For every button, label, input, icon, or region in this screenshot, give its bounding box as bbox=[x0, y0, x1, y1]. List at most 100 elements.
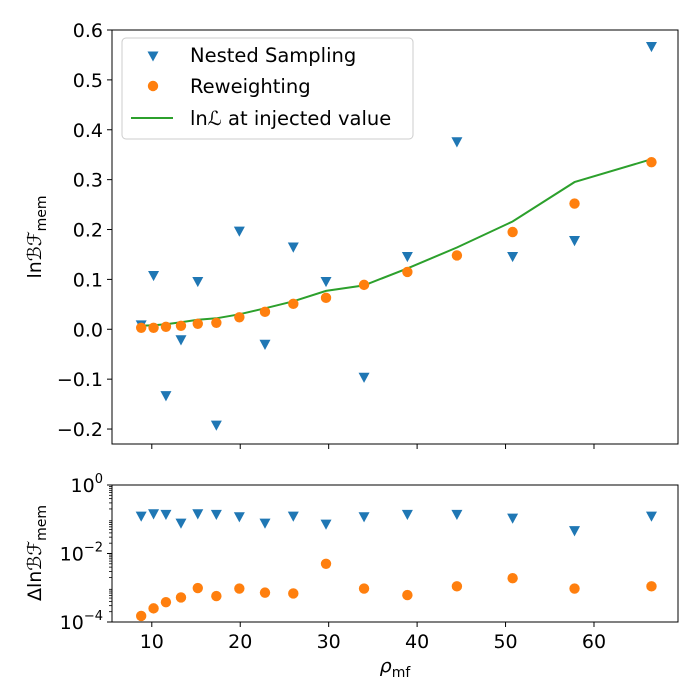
nested-sampling-point bbox=[259, 339, 271, 350]
reweighting-error-point bbox=[175, 592, 187, 603]
nested-sampling-error-point bbox=[358, 512, 370, 523]
reweighting-error-point bbox=[160, 596, 172, 608]
x-tick-label: 50 bbox=[493, 631, 517, 653]
nested-sampling-error-point bbox=[320, 519, 332, 530]
reweighting-point bbox=[148, 322, 159, 333]
nested-sampling-error-point bbox=[569, 526, 581, 537]
legend-label-likelihood: lnℒ at injected value bbox=[190, 107, 391, 130]
reweighting-point bbox=[451, 250, 463, 261]
reweighting-error-point bbox=[148, 603, 159, 614]
bottom-y-tick-label: 10−2 bbox=[60, 541, 103, 566]
reweighting-point bbox=[507, 226, 518, 238]
reweighting-error-point bbox=[569, 583, 580, 594]
reweighting-point bbox=[211, 317, 222, 328]
nested-sampling-point bbox=[451, 137, 463, 148]
top-y-tick-label: 0.2 bbox=[73, 220, 103, 242]
reweighting-point bbox=[160, 321, 172, 332]
nested-sampling-point bbox=[645, 42, 657, 53]
nested-sampling-point bbox=[233, 226, 245, 237]
top-panel: −0.2 −0.1 0.0 0.1 0.2 0.3 0.4 0.5 0.6 lnℬℱmem Ne… bbox=[24, 20, 679, 449]
reweighting-point bbox=[175, 320, 187, 331]
top-y-tick-label: 0.0 bbox=[73, 319, 103, 341]
top-y-axis-label: lnℬℱmem bbox=[24, 195, 50, 278]
bottom-y-axis-label: Δlnℬℱmem bbox=[24, 505, 50, 601]
nested-sampling-error-point bbox=[148, 509, 160, 520]
reweighting-point bbox=[402, 266, 413, 278]
legend-label-nested: Nested Sampling bbox=[190, 44, 356, 67]
reweighting-error-point bbox=[402, 589, 413, 601]
reweighting-error-point bbox=[259, 587, 271, 598]
svg-text:Δlnℬℱmem: Δlnℬℱmem bbox=[24, 505, 50, 601]
nested-sampling-point bbox=[210, 420, 222, 431]
x-tick-label: 20 bbox=[228, 631, 252, 653]
nested-sampling-point bbox=[401, 252, 413, 263]
nested-sampling-error-point bbox=[287, 511, 299, 522]
legend-box bbox=[121, 37, 414, 140]
legend-likelihood-script: ℒ bbox=[208, 107, 222, 130]
bottom-data-marks bbox=[135, 509, 657, 622]
legend-likelihood-ln: ln bbox=[190, 107, 208, 130]
reweighting-error-point bbox=[211, 590, 222, 602]
nested-sampling-point bbox=[507, 252, 519, 263]
nested-sampling-error-point bbox=[259, 518, 271, 529]
reweighting-error-point bbox=[320, 558, 332, 570]
legend-likelihood-rest: at injected value bbox=[222, 107, 391, 130]
top-y-ticks: −0.2 −0.1 0.0 0.1 0.2 0.3 0.4 0.5 0.6 bbox=[57, 20, 112, 441]
legend-marker-nested bbox=[147, 51, 159, 62]
nested-sampling-error-point bbox=[210, 509, 222, 521]
nested-sampling-point bbox=[192, 276, 204, 288]
reweighting-point bbox=[288, 298, 299, 310]
nested-sampling-error-point bbox=[507, 513, 519, 524]
top-y-tick-label: −0.1 bbox=[57, 369, 103, 391]
reweighting-point bbox=[320, 292, 332, 304]
reweighting-point bbox=[646, 156, 657, 168]
nested-sampling-error-point bbox=[401, 509, 413, 521]
nested-sampling-error-point bbox=[233, 512, 245, 523]
nested-sampling-error-point bbox=[192, 509, 204, 520]
reweighting-point bbox=[234, 312, 245, 323]
reweighting-error-point bbox=[646, 581, 657, 592]
top-y-tick-label: 0.1 bbox=[73, 269, 103, 291]
reweighting-error-point bbox=[507, 573, 518, 584]
x-tick-label: 60 bbox=[582, 631, 606, 653]
nested-sampling-point bbox=[358, 372, 370, 383]
top-y-tick-label: −0.2 bbox=[57, 419, 103, 441]
nested-sampling-point bbox=[320, 276, 332, 288]
nested-sampling-error-point bbox=[135, 511, 147, 522]
bottom-y-label-script: ℬℱ bbox=[24, 541, 46, 571]
nested-sampling-point bbox=[160, 391, 172, 402]
nested-sampling-point bbox=[569, 236, 581, 247]
legend-marker-reweighting bbox=[147, 80, 159, 92]
top-y-label-ln: ln bbox=[24, 261, 46, 278]
x-tick-label: 40 bbox=[405, 631, 429, 653]
nested-sampling-point bbox=[148, 270, 160, 282]
x-label-rho: ρ bbox=[380, 655, 392, 677]
bottom-y-tick-label: 100 bbox=[71, 472, 103, 497]
reweighting-error-point bbox=[451, 581, 463, 592]
reweighting-error-point bbox=[234, 583, 245, 594]
top-y-tick-label: 0.3 bbox=[73, 170, 103, 192]
top-x-ticks bbox=[151, 444, 595, 449]
nested-sampling-point bbox=[175, 335, 187, 346]
svg-text:lnℬℱmem: lnℬℱmem bbox=[24, 195, 50, 278]
bottom-panel: 10 20 30 40 50 60 100 10−2 10−4 Δlnℬℱmem ρmf bbox=[24, 472, 679, 681]
reweighting-error-point bbox=[288, 588, 299, 599]
nested-sampling-error-point bbox=[645, 511, 657, 522]
top-y-tick-label: 0.6 bbox=[73, 20, 103, 42]
bottom-y-label-sub: mem bbox=[34, 505, 50, 541]
reweighting-error-point bbox=[358, 583, 370, 594]
legend: Nested Sampling Reweighting lnℒ at injec… bbox=[121, 37, 414, 140]
bottom-plot-frame bbox=[111, 484, 679, 623]
reweighting-point bbox=[358, 279, 370, 291]
bottom-y-ticks: 100 10−2 10−4 bbox=[60, 472, 112, 634]
top-y-label-script: ℬℱ bbox=[24, 231, 46, 261]
reweighting-point bbox=[569, 198, 580, 209]
nested-sampling-error-point bbox=[175, 518, 187, 529]
top-data-marks bbox=[135, 42, 657, 431]
nested-sampling-point bbox=[287, 242, 299, 253]
reweighting-point bbox=[135, 322, 147, 333]
top-y-tick-label: 0.5 bbox=[73, 70, 103, 92]
reweighting-point bbox=[259, 306, 271, 318]
top-y-tick-label: 0.4 bbox=[73, 120, 103, 142]
